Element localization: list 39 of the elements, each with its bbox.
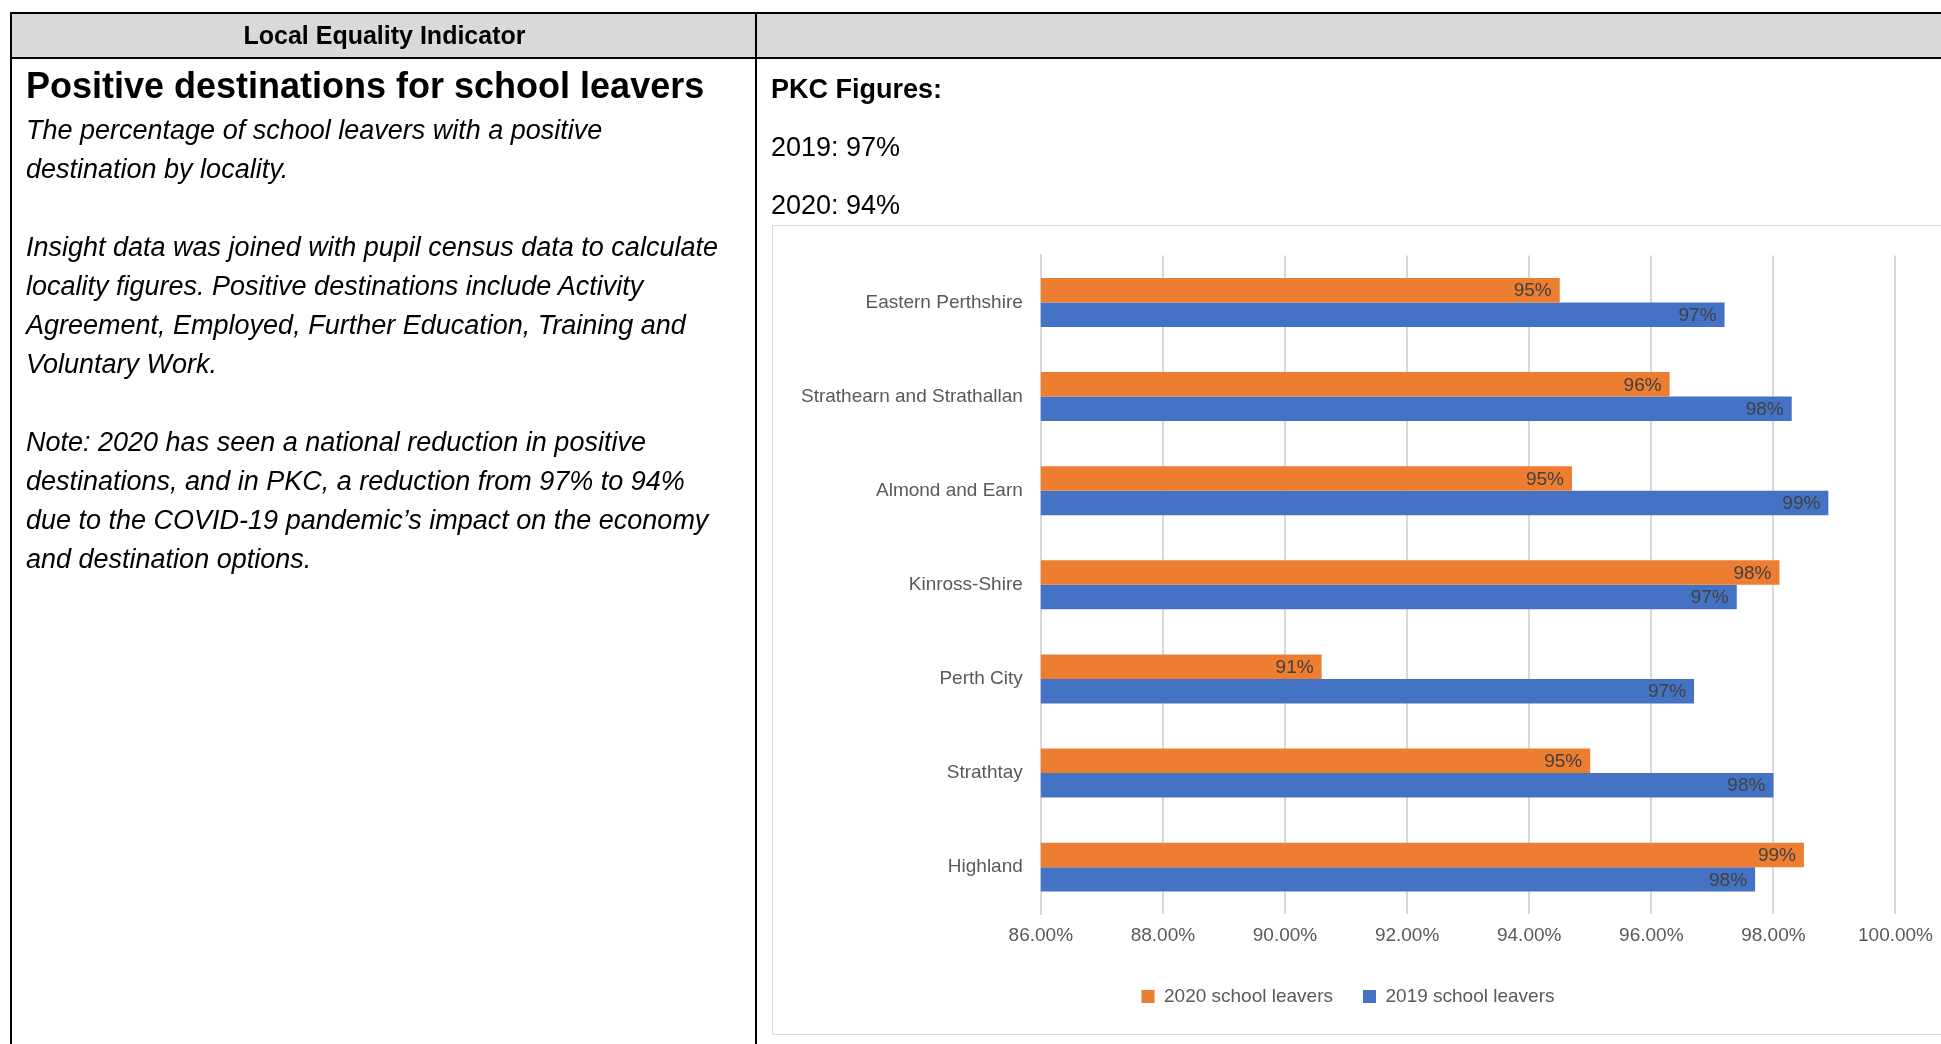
data-label: 98%: [1745, 398, 1784, 420]
x-tick-label: 98.00%: [1741, 923, 1806, 945]
text: PKC Figures:: [771, 73, 944, 106]
data-label: 97%: [1648, 680, 1687, 702]
text: 2020: 94%: [771, 189, 902, 222]
text: Local Equality Indicator: [12, 14, 757, 59]
data-label: 99%: [1782, 492, 1821, 514]
y-tick-label: Strathtay: [946, 761, 1024, 783]
y-tick-label: Almond and Earn: [875, 478, 1023, 500]
x-tick-label: 100.00%: [1857, 923, 1934, 945]
data-label: 91%: [1275, 655, 1314, 677]
y-tick-label: Highland: [947, 855, 1023, 877]
text: Insight data was joined with pupil census data to calculate locality figures. Positive destinations include Activity Agreement, Employed, Further Education, Training and Voluntary Work.: [26, 231, 719, 381]
y-tick-label: Strathearn and Strathallan: [801, 384, 1023, 406]
data-label: 98%: [1733, 561, 1772, 583]
data-label: 95%: [1544, 750, 1583, 772]
x-tick-label: 90.00%: [1252, 923, 1318, 945]
text: 2019: 97%: [771, 131, 902, 164]
text: The percentage of school leavers with a positive destination by locality.: [26, 114, 604, 186]
y-tick-label: Eastern Perthshire: [865, 290, 1023, 312]
x-tick-label: 88.00%: [1130, 923, 1196, 945]
y-tick-label: Perth City: [939, 667, 1024, 689]
x-tick-label: 94.00%: [1496, 923, 1562, 945]
data-label: 97%: [1678, 303, 1717, 325]
x-tick-label: 86.00%: [1008, 923, 1074, 945]
data-label: 95%: [1525, 467, 1565, 489]
data-label: 98%: [1727, 774, 1766, 796]
legend-label: 2020 school leavers: [1164, 984, 1333, 1006]
data-label: 98%: [1709, 868, 1748, 890]
data-label: 97%: [1690, 586, 1729, 608]
text: Positive destinations for school leavers: [26, 65, 706, 107]
legend-label: 2019 school leavers: [1385, 984, 1555, 1006]
data-label: 99%: [1757, 844, 1797, 866]
text: Note: 2020 has seen a national reduction in positive destinations, and in PKC, a reduction from 97% to 94% due to the COVID-19 pandemic’s impact on the economy and destination options.: [26, 426, 711, 576]
x-tick-label: 96.00%: [1619, 923, 1684, 945]
data-label: 96%: [1623, 373, 1662, 395]
y-tick-label: Kinross-Shire: [908, 573, 1023, 595]
data-label: 95%: [1513, 279, 1552, 301]
x-tick-label: 92.00%: [1374, 923, 1440, 945]
